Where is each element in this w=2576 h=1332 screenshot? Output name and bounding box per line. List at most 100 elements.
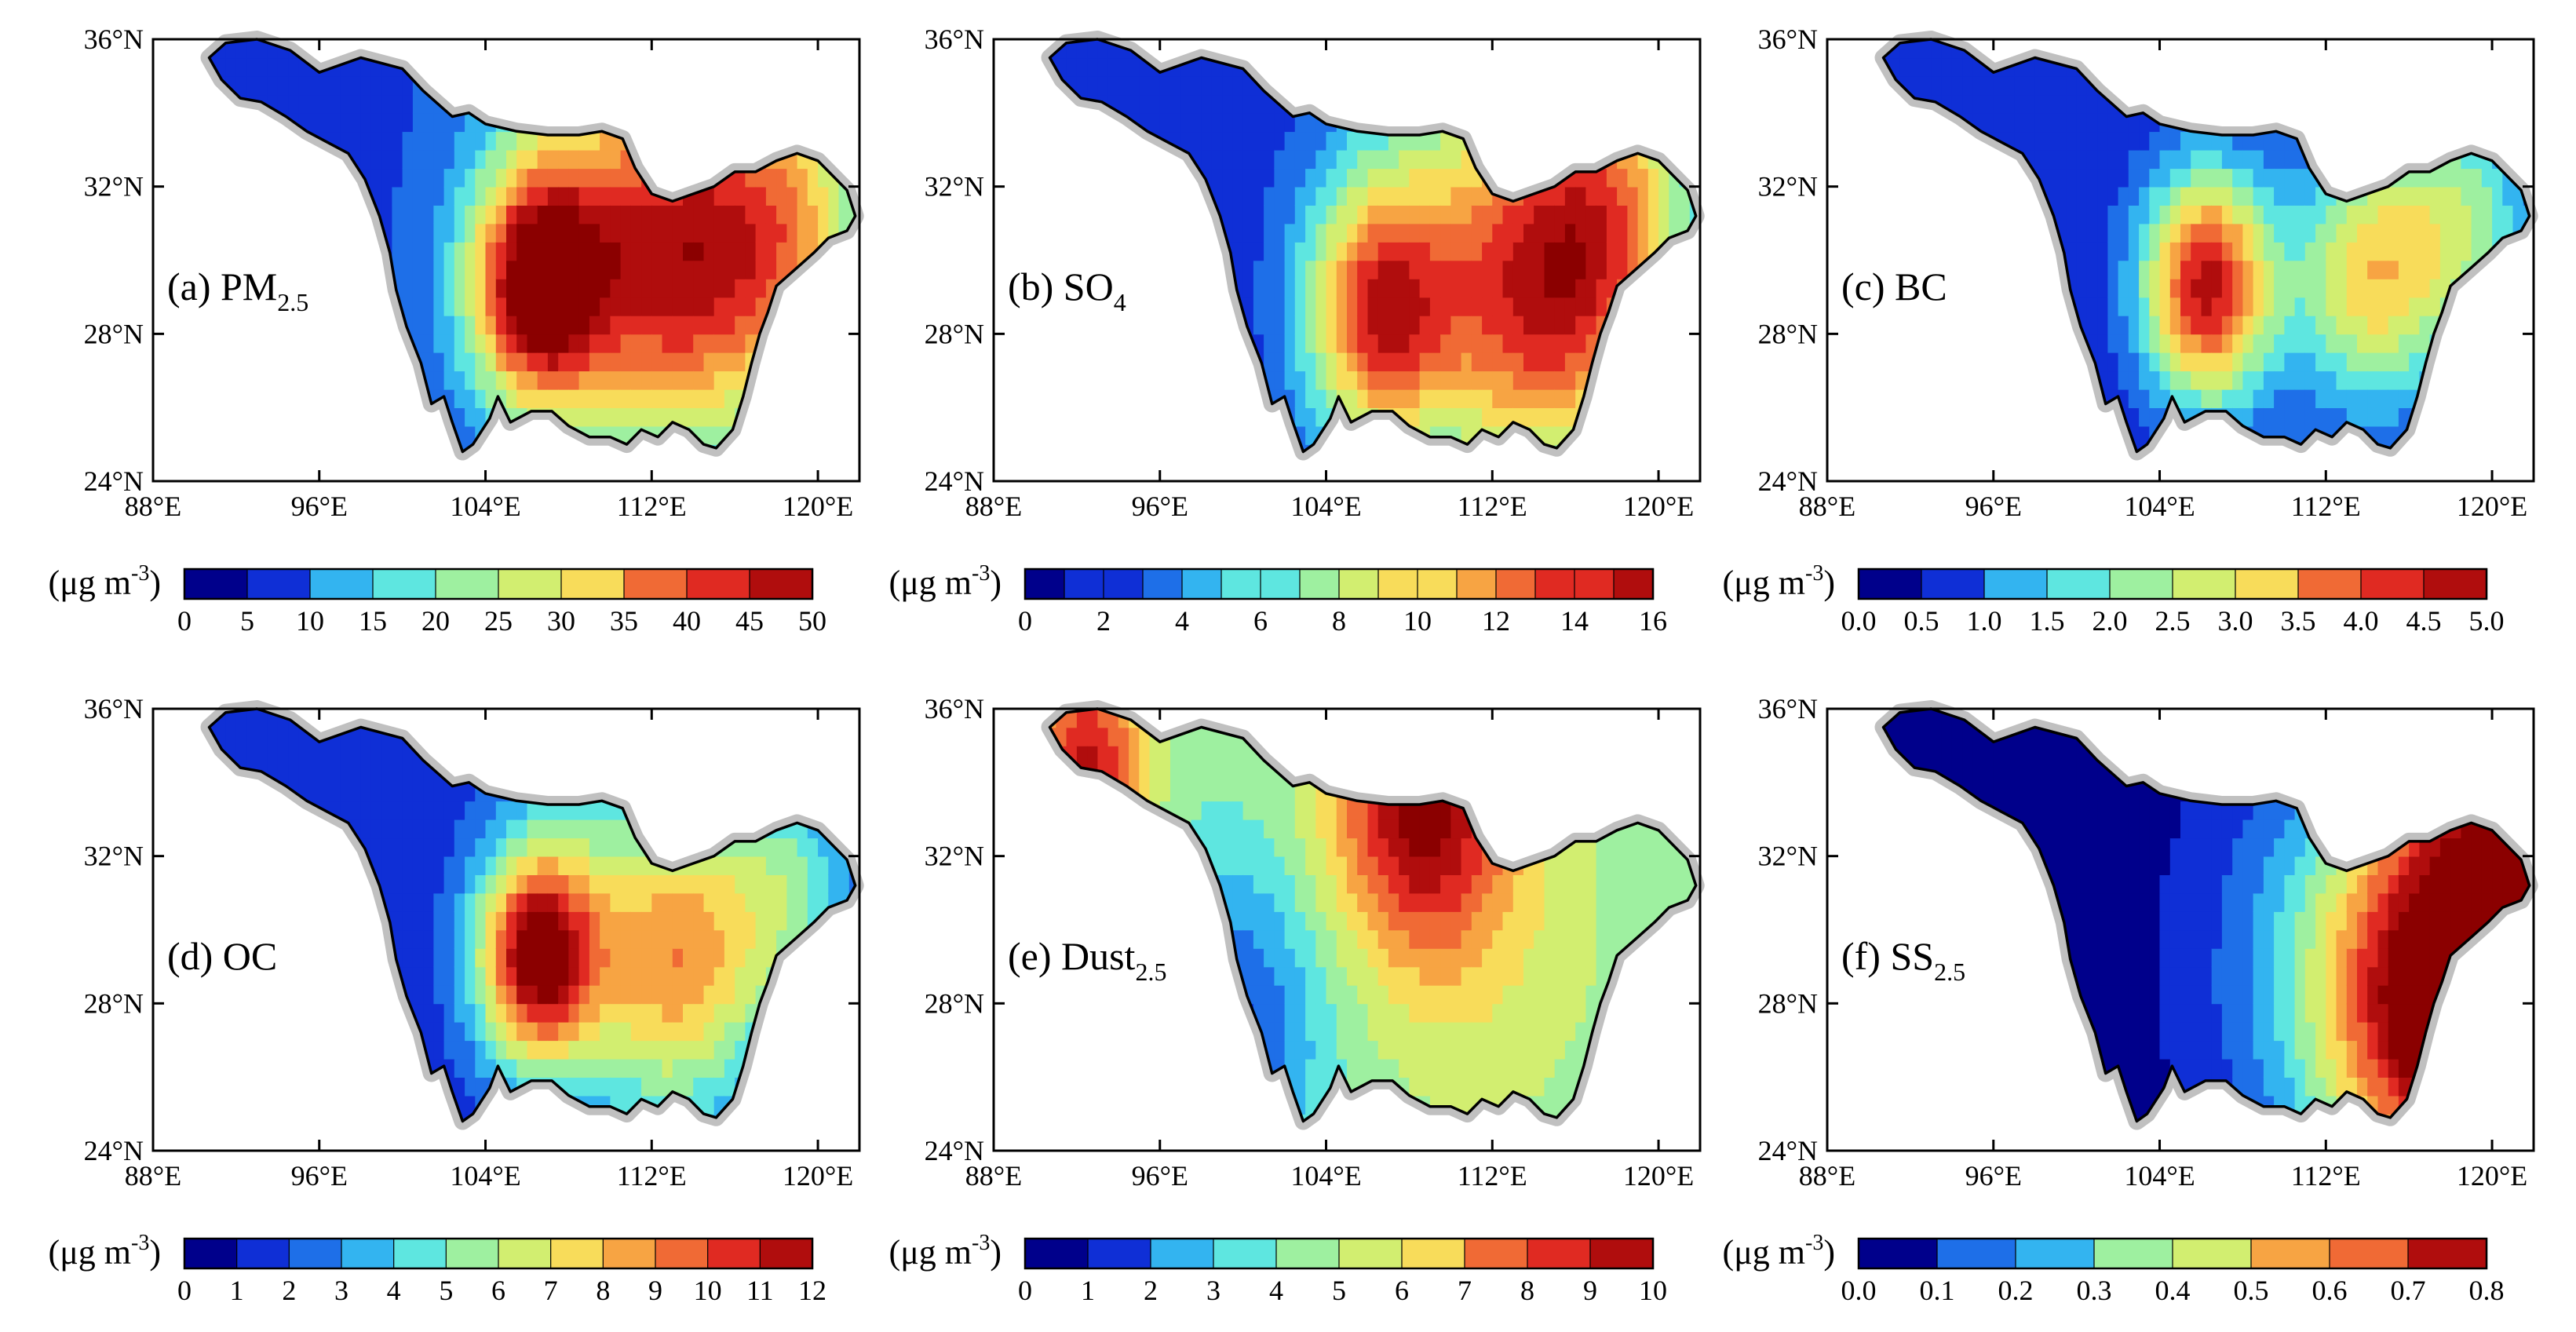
grid-cell [485, 874, 497, 894]
grid-cell [2450, 205, 2462, 224]
grid-cell [2388, 1003, 2399, 1023]
grid-cell [547, 984, 559, 1005]
grid-cell [1575, 948, 1587, 968]
grid-cell [2263, 1077, 2275, 1097]
grid-cell [724, 892, 735, 912]
grid-cell [392, 782, 403, 802]
grid-cell [568, 389, 580, 408]
grid-cell [589, 1114, 600, 1122]
grid-cell [630, 911, 642, 931]
grid-cell [2304, 1003, 2316, 1023]
colorbar-tick-label: 45 [735, 605, 764, 637]
grid-cell [495, 984, 507, 1005]
grid-cell [2191, 389, 2202, 408]
grid-cell [475, 801, 487, 820]
grid-cell [485, 334, 497, 353]
grid-cell [1357, 984, 1369, 1005]
grid-cell [2409, 929, 2421, 949]
grid-cell [1336, 874, 1348, 894]
grid-cell [485, 279, 497, 298]
grid-cell [1482, 315, 1494, 335]
grid-cell [1284, 370, 1296, 390]
grid-cell [412, 315, 424, 335]
grid-cell [2201, 352, 2213, 372]
grid-cell [527, 260, 538, 279]
lat-tick-label: 28°N [84, 987, 144, 1019]
grid-cell [1305, 911, 1317, 931]
grid-cell [651, 315, 663, 335]
grid-cell [1409, 874, 1421, 894]
grid-cell [1471, 389, 1483, 408]
colorbar-bin [560, 568, 626, 600]
grid-cell [2492, 892, 2504, 912]
grid-cell [2159, 279, 2171, 298]
grid-cell [2346, 352, 2358, 372]
grid-cell [2191, 352, 2202, 372]
grid-cell [454, 168, 465, 188]
grid-cell [1523, 407, 1534, 427]
grid-cell [475, 407, 487, 427]
grid-cell [2326, 874, 2337, 894]
grid-cell [578, 874, 590, 894]
grid-cell [2128, 352, 2140, 372]
grid-cell [589, 444, 600, 452]
grid-cell [246, 39, 258, 59]
grid-cell [1575, 186, 1587, 206]
grid-cell [600, 334, 611, 353]
grid-cell [2159, 1003, 2171, 1023]
grid-cell [807, 801, 819, 820]
grid-cell [1429, 315, 1441, 335]
grid-cell [683, 929, 694, 949]
grid-cell [2097, 911, 2109, 931]
grid-cell [465, 242, 476, 261]
grid-cell [1107, 75, 1119, 96]
grid-cell [1450, 223, 1462, 243]
grid-cell [475, 874, 487, 894]
grid-cell [1305, 874, 1317, 894]
grid-cell [1242, 149, 1254, 170]
grid-cell [1305, 315, 1317, 335]
grid-cell [1201, 819, 1213, 839]
grid-cell [630, 1077, 642, 1097]
grid-cell [2159, 838, 2171, 857]
grid-cell [2502, 186, 2514, 206]
grid-cell [1409, 260, 1421, 279]
grid-cell [1274, 984, 1286, 1005]
grid-cell [1440, 801, 1452, 820]
grid-cell [2169, 1021, 2181, 1042]
lat-tick-label: 28°N [1758, 318, 1818, 349]
grid-cell [2481, 801, 2493, 820]
grid-cell [485, 242, 497, 261]
grid-cell [2274, 838, 2286, 857]
grid-cell [2139, 819, 2151, 839]
grid-cell [2066, 745, 2078, 765]
grid-cell [2388, 984, 2399, 1005]
grid-cell [516, 984, 528, 1005]
colorbar-bin [1858, 568, 1923, 600]
grid-cell [1367, 1021, 1379, 1042]
grid-cell [1409, 352, 1421, 372]
grid-cell [433, 1021, 445, 1042]
grid-cell [2367, 315, 2379, 335]
grid-cell [693, 874, 705, 894]
grid-cell [2326, 1058, 2337, 1078]
grid-cell [2304, 966, 2316, 986]
grid-cell [1399, 297, 1410, 316]
grid-cell [1232, 838, 1244, 857]
grid-cell [2201, 370, 2213, 390]
grid-cell [1129, 745, 1140, 765]
lon-tick-label: 96°E [1132, 491, 1188, 522]
grid-cell [527, 168, 538, 188]
grid-cell [1544, 425, 1556, 445]
grid-cell [1305, 1040, 1317, 1060]
grid-cell [433, 352, 445, 372]
grid-cell [2139, 297, 2151, 316]
grid-cell [392, 131, 403, 151]
grid-cell [641, 334, 653, 353]
grid-cell [2377, 315, 2389, 335]
grid-cell [2149, 801, 2161, 820]
grid-cell [600, 911, 611, 931]
grid-cell [537, 315, 549, 335]
grid-cell [1471, 892, 1483, 912]
grid-cell [2326, 297, 2337, 316]
